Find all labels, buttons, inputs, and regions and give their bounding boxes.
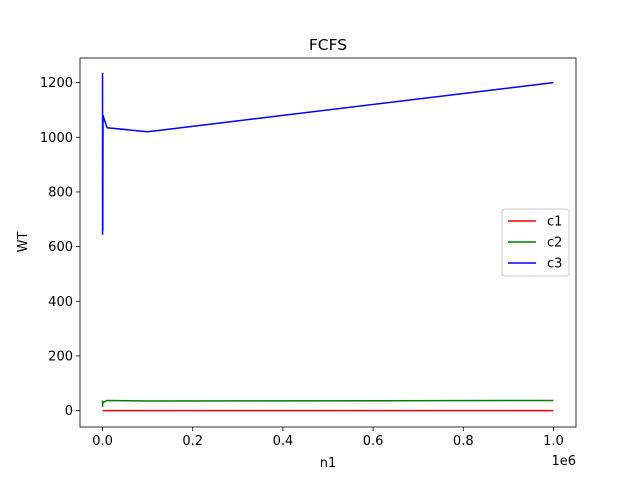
x-axis-offset-label: 1e6 bbox=[551, 454, 576, 469]
series-line-c2 bbox=[101, 399, 554, 408]
x-tick-label: 0.4 bbox=[273, 434, 294, 449]
x-tick-label: 0.2 bbox=[182, 434, 203, 449]
y-tick-label: 800 bbox=[48, 185, 73, 200]
y-tick-label: 600 bbox=[48, 240, 73, 255]
plot-frame bbox=[79, 57, 577, 428]
y-tick-label: 200 bbox=[48, 349, 73, 364]
y-axis-label: WT bbox=[16, 232, 31, 253]
y-tick-label: 1000 bbox=[40, 131, 73, 146]
x-tick-label: 1.0 bbox=[543, 434, 564, 449]
legend-label-c3: c3 bbox=[547, 257, 562, 272]
series-line-c3 bbox=[101, 73, 554, 236]
legend-label-c1: c1 bbox=[547, 215, 562, 230]
x-tick-label: 0.0 bbox=[92, 434, 113, 449]
x-axis-label: n1 bbox=[320, 456, 337, 471]
y-axis-ticks: 0 200 400 600 800 1000 1200 bbox=[40, 76, 80, 419]
x-tick-label: 0.6 bbox=[363, 434, 384, 449]
y-tick-label: 1200 bbox=[40, 76, 73, 91]
legend-label-c2: c2 bbox=[547, 236, 562, 251]
y-tick-label: 0 bbox=[65, 404, 73, 419]
chart-title: FCFS bbox=[309, 36, 347, 54]
x-tick-label: 0.8 bbox=[453, 434, 474, 449]
y-tick-label: 400 bbox=[48, 295, 73, 310]
x-axis-ticks: 0.0 0.2 0.4 0.6 0.8 1.0 bbox=[92, 427, 564, 449]
plot-lines bbox=[101, 73, 554, 412]
legend: c1 c2 c3 bbox=[501, 208, 570, 277]
